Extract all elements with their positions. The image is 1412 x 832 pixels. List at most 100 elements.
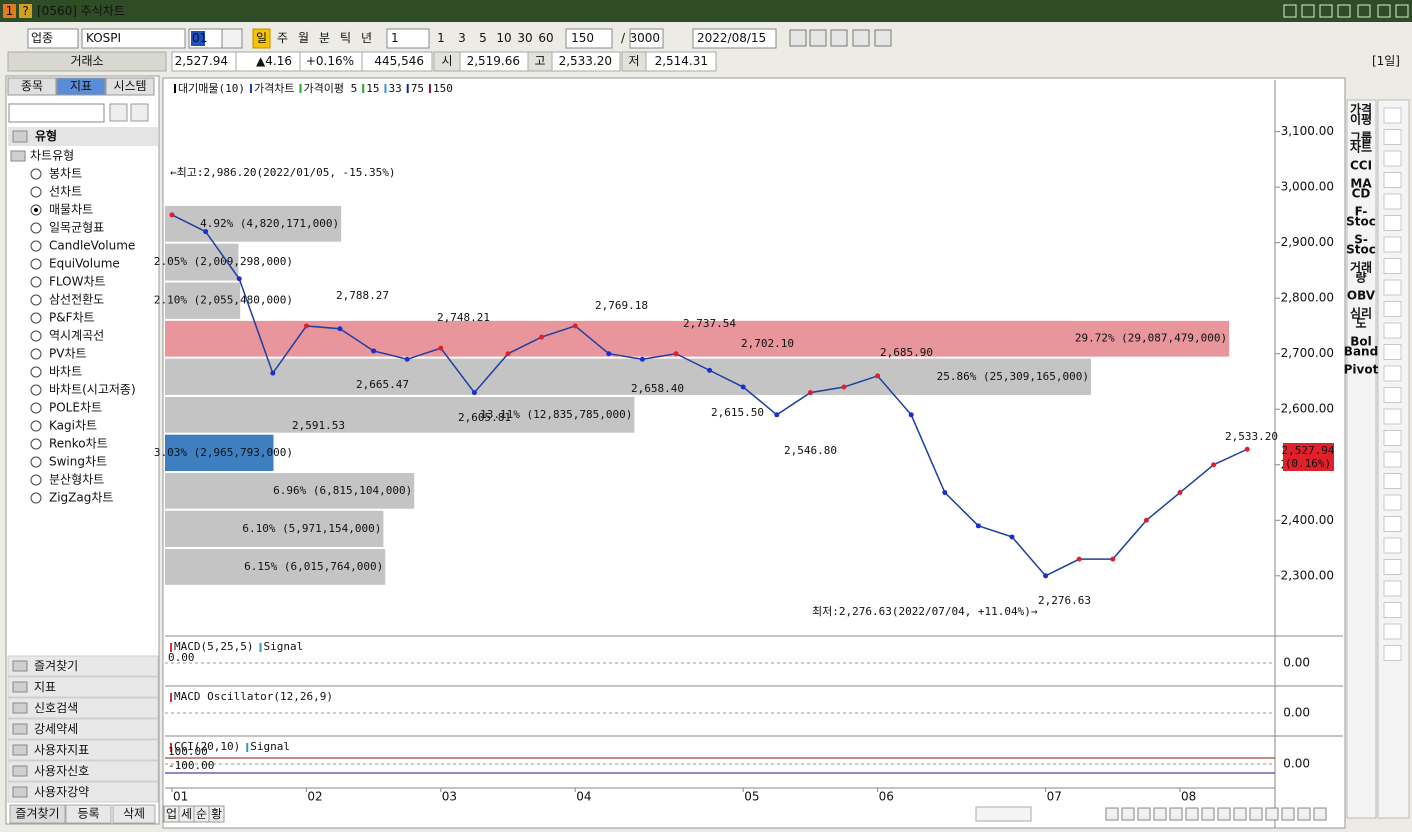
interval-button[interactable]: 30 bbox=[517, 31, 532, 45]
indicator-shortcut[interactable]: Band bbox=[1344, 345, 1378, 359]
panel-button[interactable] bbox=[112, 804, 156, 824]
radio-button[interactable] bbox=[30, 474, 42, 486]
tool-button[interactable] bbox=[874, 29, 892, 47]
folder-label[interactable]: 강세약세 bbox=[34, 721, 78, 736]
chart-control[interactable] bbox=[1153, 807, 1167, 821]
interval-button[interactable]: 10 bbox=[496, 31, 511, 45]
indicator-shortcut[interactable]: 이평 bbox=[1350, 112, 1372, 127]
drawing-tool[interactable] bbox=[1383, 301, 1402, 317]
chart-type-option[interactable]: Swing차트 bbox=[49, 455, 107, 469]
period-button[interactable]: 틱 bbox=[340, 31, 351, 45]
panel-tab[interactable] bbox=[105, 77, 155, 96]
drawing-tool[interactable] bbox=[1383, 602, 1402, 618]
bottom-tab-label[interactable]: 순 bbox=[196, 807, 207, 821]
drawing-tool[interactable] bbox=[1383, 430, 1402, 446]
market-select[interactable] bbox=[27, 28, 79, 49]
folder-row[interactable] bbox=[7, 655, 159, 677]
chart-control[interactable] bbox=[1217, 807, 1231, 821]
period-button[interactable]: 년 bbox=[361, 31, 372, 45]
folder-row[interactable] bbox=[7, 676, 159, 698]
folder-row[interactable] bbox=[7, 718, 159, 740]
view-count-field[interactable] bbox=[565, 28, 613, 49]
chart-control[interactable] bbox=[1121, 807, 1135, 821]
drawing-tool[interactable] bbox=[1383, 623, 1402, 640]
drawing-tool[interactable] bbox=[1383, 559, 1402, 575]
radio-button[interactable] bbox=[30, 294, 42, 306]
indicator-shortcut[interactable]: CD bbox=[1352, 187, 1371, 201]
drawing-tool[interactable] bbox=[1383, 322, 1402, 339]
chart-type-option[interactable]: PV차트 bbox=[49, 347, 87, 361]
search-field[interactable] bbox=[8, 103, 105, 123]
scrollbar[interactable] bbox=[975, 806, 1032, 822]
chart-type-option[interactable]: 봉차트 bbox=[49, 167, 82, 181]
panel-button[interactable] bbox=[65, 804, 112, 824]
indicator-shortcut[interactable]: S- bbox=[1354, 233, 1368, 247]
indicator-shortcut[interactable]: 도 bbox=[1355, 317, 1366, 331]
drawing-tool[interactable] bbox=[1383, 408, 1402, 425]
tool-button[interactable] bbox=[789, 29, 807, 47]
drawing-tool[interactable] bbox=[1383, 279, 1402, 296]
chart-type-option[interactable]: ZigZag차트 bbox=[49, 491, 113, 505]
panel-button[interactable] bbox=[9, 804, 66, 824]
window-button[interactable] bbox=[1357, 4, 1371, 18]
indicator-shortcut[interactable]: 가격 bbox=[1350, 102, 1372, 117]
indicator-shortcut[interactable]: 차트 bbox=[1350, 140, 1372, 155]
chart-type-option[interactable]: 분산형차트 bbox=[49, 473, 104, 487]
radio-button[interactable] bbox=[30, 492, 42, 504]
radio-button[interactable] bbox=[30, 420, 42, 432]
drawing-tool[interactable] bbox=[1383, 451, 1402, 468]
drawing-tool[interactable] bbox=[1383, 258, 1402, 274]
chart-type-option[interactable]: 매물차트 bbox=[49, 203, 93, 217]
chart-type-option[interactable]: 바차트 bbox=[49, 365, 82, 379]
drawing-tool[interactable] bbox=[1383, 494, 1402, 511]
folder-label[interactable]: 사용자강약 bbox=[34, 784, 89, 799]
indicator-shortcut[interactable]: MA bbox=[1350, 177, 1372, 191]
radio-button[interactable] bbox=[30, 384, 42, 396]
chart-control[interactable] bbox=[1169, 807, 1183, 821]
radio-button[interactable] bbox=[30, 276, 42, 288]
radio-button[interactable] bbox=[30, 258, 42, 270]
search-button[interactable] bbox=[221, 28, 243, 49]
indicator-shortcut[interactable]: OBV bbox=[1347, 289, 1376, 303]
radio-button[interactable] bbox=[30, 312, 42, 324]
panel-tab[interactable] bbox=[56, 77, 106, 96]
chart-control[interactable] bbox=[1281, 807, 1295, 821]
tool-button[interactable] bbox=[809, 29, 827, 47]
period-button[interactable]: 일 bbox=[256, 31, 267, 45]
folder-row[interactable] bbox=[7, 760, 159, 782]
window-button[interactable] bbox=[1337, 4, 1351, 18]
indicator-shortcut[interactable]: Pivot bbox=[1344, 363, 1379, 377]
bottom-tab-label[interactable]: 황 bbox=[211, 807, 222, 821]
refresh-button[interactable] bbox=[109, 103, 128, 122]
indicator-shortcut[interactable]: 그룹 bbox=[1350, 130, 1372, 145]
chart-type-option[interactable]: 삼선전환도 bbox=[49, 293, 104, 307]
radio-button[interactable] bbox=[30, 438, 42, 450]
chart-control[interactable] bbox=[1233, 807, 1247, 821]
interval-button[interactable]: 1 bbox=[437, 31, 445, 45]
chart-type-option[interactable]: Renko차트 bbox=[49, 437, 108, 451]
drawing-tool[interactable] bbox=[1383, 580, 1402, 597]
drawing-tool[interactable] bbox=[1383, 365, 1402, 382]
chart-type-option[interactable]: P&F차트 bbox=[49, 311, 95, 325]
drawing-tool[interactable] bbox=[1383, 215, 1402, 231]
indicator-shortcut[interactable]: CCI bbox=[1350, 159, 1372, 173]
indicator-shortcut[interactable]: 심리 bbox=[1350, 306, 1372, 321]
help-button[interactable]: ? bbox=[22, 4, 28, 18]
window-button[interactable] bbox=[1377, 4, 1391, 18]
radio-button[interactable] bbox=[30, 330, 42, 342]
chart-type-option[interactable]: CandleVolume bbox=[49, 239, 135, 253]
indicator-shortcut[interactable]: Stoc bbox=[1346, 215, 1376, 229]
folder-label[interactable]: 사용자신호 bbox=[34, 764, 89, 778]
radio-button[interactable] bbox=[30, 456, 42, 468]
drawing-tool[interactable] bbox=[1383, 645, 1402, 661]
interval-button[interactable]: 60 bbox=[538, 31, 553, 45]
radio-button[interactable] bbox=[30, 348, 42, 360]
chart-control[interactable] bbox=[1313, 807, 1327, 821]
drawing-tool[interactable] bbox=[1383, 172, 1402, 188]
radio-button[interactable] bbox=[30, 222, 42, 234]
indicator-shortcut[interactable]: 거래 bbox=[1350, 260, 1372, 275]
chart-control[interactable] bbox=[1185, 807, 1199, 821]
folder-label[interactable]: 즐겨찾기 bbox=[34, 659, 78, 673]
drawing-tool[interactable] bbox=[1383, 129, 1402, 145]
bottom-tab-label[interactable]: 업 bbox=[166, 807, 177, 821]
